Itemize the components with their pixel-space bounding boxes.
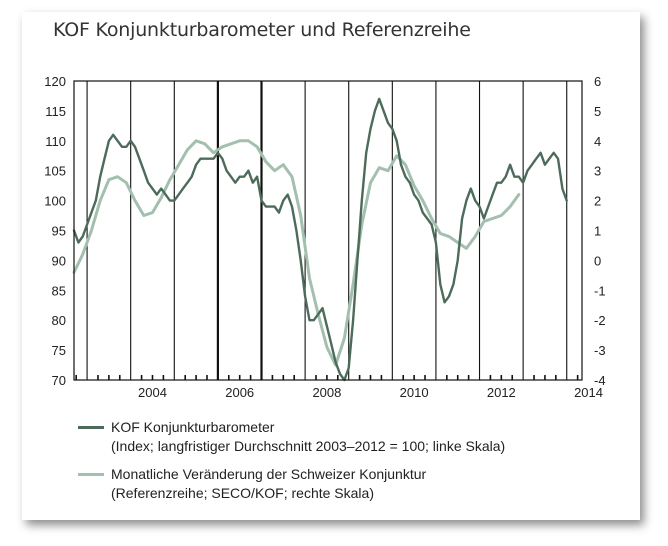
y-left-tick-label: 100 (44, 194, 66, 209)
legend-swatch-kof (78, 426, 104, 429)
x-tick-label-2004: 2004 (138, 385, 167, 400)
series-line-kof (72, 97, 568, 382)
x-tick-label-2012: 2012 (487, 385, 516, 400)
left-axis-labels: 120 115 110 105 100 95 90 85 80 75 70 (44, 74, 66, 388)
series-line-reference (72, 139, 521, 367)
chart-frame (22, 12, 640, 520)
chart-title: KOF Konjunkturbarometer und Referenzreih… (53, 19, 471, 41)
plot-border (73, 80, 583, 381)
y-left-tick-label: 75 (52, 343, 66, 358)
y-left-tick-label: 115 (45, 104, 66, 119)
grid-lines (86, 81, 568, 380)
series-lines (72, 97, 568, 382)
legend-label-reference: Monatliche Veränderung der Schweizer Kon… (111, 466, 427, 482)
y-right-tick-label: -2 (594, 313, 606, 328)
y-right-tick-label: 1 (594, 224, 601, 239)
x-tick-label-2014: 2014 (574, 385, 603, 400)
x-axis-labels: 2004 2006 2008 2010 2012 2014 (138, 385, 603, 400)
y-right-tick-label: -1 (594, 283, 606, 298)
y-right-tick-label: 5 (594, 104, 601, 119)
y-right-tick-label: 2 (594, 194, 601, 209)
y-left-tick-label: 80 (52, 313, 66, 328)
y-right-tick-label: -4 (594, 373, 606, 388)
x-tick-label-2006: 2006 (225, 385, 254, 400)
y-right-tick-label: 3 (594, 164, 601, 179)
x-tick-label-2010: 2010 (400, 385, 429, 400)
y-right-tick-label: 4 (594, 134, 601, 149)
y-left-tick-label: 95 (52, 224, 66, 239)
y-left-tick-label: 70 (52, 373, 66, 388)
right-axis-labels: 6 5 4 3 2 1 0 -1 -2 -3 -4 (594, 74, 606, 388)
y-left-tick-label: 110 (45, 134, 66, 149)
legend-sublabel-kof: (Index; langfristiger Durchschnitt 2003–… (111, 438, 506, 454)
minor-ticks (75, 375, 579, 380)
y-right-tick-label: 0 (594, 253, 601, 268)
y-left-tick-label: 105 (44, 164, 66, 179)
x-tick-label-2008: 2008 (312, 385, 341, 400)
y-left-tick-label: 85 (52, 283, 66, 298)
legend-label-kof: KOF Konjunkturbarometer (111, 419, 275, 435)
y-left-tick-label: 120 (44, 74, 66, 89)
y-right-tick-label: -3 (594, 343, 606, 358)
legend-swatch-reference (78, 473, 104, 476)
y-right-tick-label: 6 (594, 74, 601, 89)
y-left-tick-label: 90 (52, 253, 66, 268)
legend-sublabel-reference: (Referenzreihe; SECO/KOF; rechte Skala) (111, 485, 374, 501)
